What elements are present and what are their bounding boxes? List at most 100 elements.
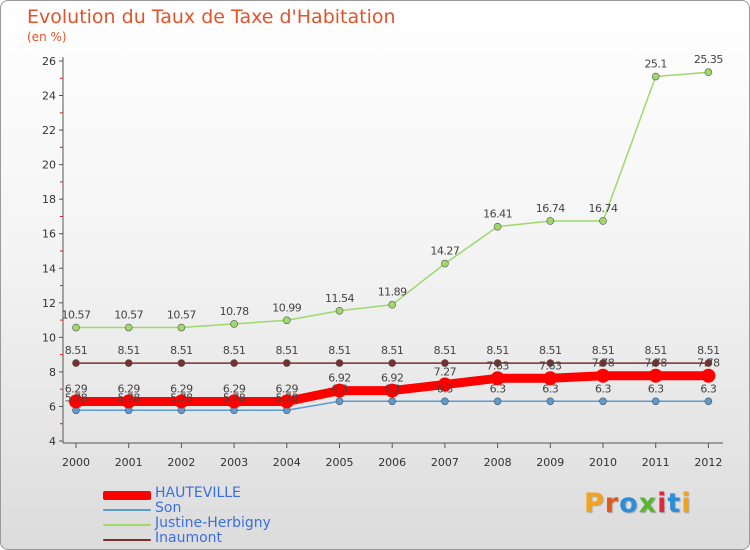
data-label-justine-herbigny: 16.74 xyxy=(536,202,565,215)
data-label-hauteville: 6.29 xyxy=(170,382,193,395)
legend-swatch-justine-herbigny xyxy=(103,524,151,526)
y-tick-label: 10 xyxy=(42,331,56,344)
x-tick-label: 2009 xyxy=(536,456,564,469)
data-point-hauteville xyxy=(121,394,136,409)
data-point-inaumont xyxy=(124,359,133,367)
x-tick-label: 2007 xyxy=(431,456,459,469)
data-label-inaumont: 8.51 xyxy=(117,344,140,357)
data-label-justine-herbigny: 25.35 xyxy=(694,53,723,66)
data-label-hauteville: 7.78 xyxy=(644,357,667,370)
logo-letter: i xyxy=(657,488,668,519)
y-tick-label: 14 xyxy=(42,262,56,275)
data-label-hauteville: 6.92 xyxy=(381,372,404,385)
y-tick-label: 22 xyxy=(42,124,56,137)
data-point-inaumont xyxy=(335,359,344,367)
data-point-inaumont xyxy=(230,359,238,367)
legend-swatch-inaumont xyxy=(103,539,151,541)
data-point-justine-herbigny xyxy=(546,217,555,225)
data-label-justine-herbigny: 16.74 xyxy=(589,202,618,215)
data-point-justine-herbigny xyxy=(599,217,607,225)
data-label-son: 5.78 xyxy=(170,391,193,404)
data-label-inaumont: 8.51 xyxy=(644,344,667,357)
data-point-inaumont xyxy=(546,359,555,367)
y-tick-label: 24 xyxy=(42,90,56,103)
x-tick-label: 2000 xyxy=(62,456,90,469)
data-label-inaumont: 8.51 xyxy=(592,344,615,357)
data-label-justine-herbigny: 10.57 xyxy=(114,309,143,322)
data-label-son: 6.3 xyxy=(490,382,506,395)
data-point-hauteville xyxy=(385,383,400,398)
data-point-inaumont xyxy=(599,359,607,367)
y-tick-label: 16 xyxy=(42,228,56,241)
data-point-justine-herbigny xyxy=(230,320,238,328)
data-label-hauteville: 6.29 xyxy=(223,382,246,395)
data-point-justine-herbigny xyxy=(651,72,660,81)
data-label-hauteville: 6.29 xyxy=(65,382,88,395)
data-label-hauteville: 6.92 xyxy=(328,372,351,385)
data-label-son: 6.3 xyxy=(700,382,716,395)
data-point-justine-herbigny xyxy=(124,323,133,332)
x-tick-label: 2011 xyxy=(642,456,670,469)
x-tick-label: 2003 xyxy=(220,456,248,469)
data-label-hauteville: 6.29 xyxy=(117,382,140,395)
legend-label-hauteville: HAUTEVILLE xyxy=(155,485,241,501)
data-point-inaumont xyxy=(177,359,186,367)
data-point-hauteville xyxy=(69,394,83,409)
legend-swatch-son xyxy=(103,509,151,511)
data-point-justine-herbigny xyxy=(493,222,502,231)
logo-letter: P xyxy=(584,488,605,519)
data-point-son xyxy=(441,397,449,406)
data-label-justine-herbigny: 25.1 xyxy=(644,58,667,71)
data-label-inaumont: 8.51 xyxy=(170,344,193,357)
data-point-justine-herbigny xyxy=(388,300,397,309)
data-point-justine-herbigny xyxy=(72,323,80,332)
y-tick-label: 12 xyxy=(42,297,56,310)
data-point-hauteville xyxy=(174,394,189,409)
data-label-son: 6.3 xyxy=(595,382,611,395)
data-label-son: 5.78 xyxy=(223,391,246,404)
data-point-son xyxy=(704,397,713,406)
data-point-hauteville xyxy=(227,394,242,409)
legend-label-inaumont: Inaumont xyxy=(155,530,223,546)
logo-letter: r xyxy=(604,488,620,519)
data-label-inaumont: 8.51 xyxy=(539,344,562,357)
data-point-inaumont xyxy=(704,359,713,367)
x-tick-label: 2010 xyxy=(589,456,617,469)
data-point-inaumont xyxy=(441,359,449,367)
data-point-justine-herbigny xyxy=(177,323,186,332)
data-label-justine-herbigny: 10.99 xyxy=(272,301,301,314)
data-point-son xyxy=(388,397,397,406)
y-tick-label: 8 xyxy=(49,366,56,379)
y-tick-label: 20 xyxy=(42,159,56,172)
data-label-justine-herbigny: 14.27 xyxy=(430,245,459,258)
logo-letter: t xyxy=(667,488,682,519)
data-label-son: 6.3 xyxy=(542,382,558,395)
y-tick-label: 18 xyxy=(42,193,56,206)
data-label-inaumont: 8.51 xyxy=(328,344,351,357)
data-label-hauteville: 6.29 xyxy=(276,382,299,395)
data-point-inaumont xyxy=(72,359,80,367)
data-point-hauteville xyxy=(648,368,663,383)
data-point-inaumont xyxy=(282,359,291,367)
data-label-inaumont: 8.51 xyxy=(697,344,720,357)
data-label-inaumont: 8.51 xyxy=(276,344,299,357)
data-label-inaumont: 8.51 xyxy=(381,344,404,357)
data-label-hauteville: 7.78 xyxy=(592,357,615,370)
data-label-son: 6.3 xyxy=(648,382,664,395)
x-tick-label: 2005 xyxy=(326,456,354,469)
data-point-inaumont xyxy=(388,359,397,367)
data-label-inaumont: 8.51 xyxy=(486,344,509,357)
legend-label-justine-herbigny: Justine-Herbigny xyxy=(155,515,271,531)
data-label-justine-herbigny: 11.89 xyxy=(378,286,407,299)
legend-label-son: Son xyxy=(155,500,182,516)
data-label-son: 6.3 xyxy=(332,382,348,395)
data-label-hauteville: 7.63 xyxy=(539,359,562,372)
x-tick-label: 2006 xyxy=(378,456,406,469)
data-label-justine-herbigny: 11.54 xyxy=(325,292,354,305)
data-label-son: 6.3 xyxy=(437,382,453,395)
data-label-inaumont: 8.51 xyxy=(65,344,88,357)
data-label-justine-herbigny: 10.78 xyxy=(220,305,249,318)
data-label-hauteville: 7.78 xyxy=(697,357,720,370)
